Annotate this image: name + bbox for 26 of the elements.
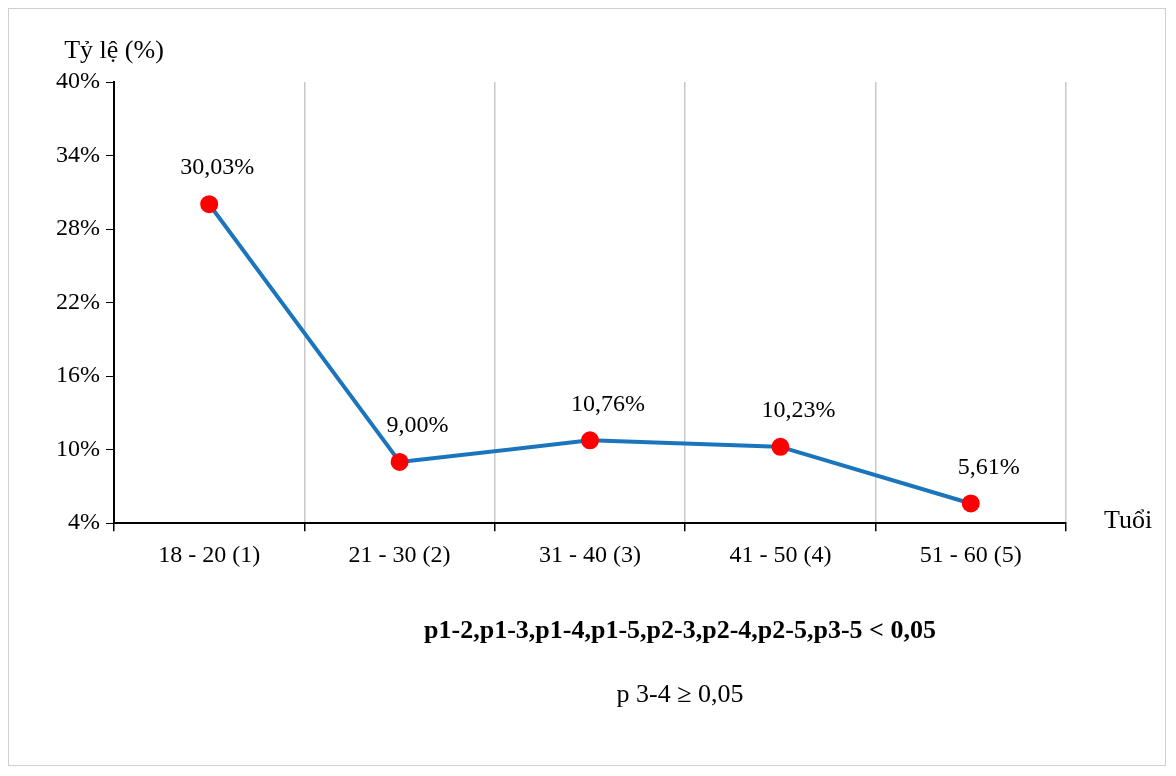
text: p1-2,p1-3,p1-4,p1-5,p2-3,p2-4,p2-5,p3-5 < 0,05 <box>424 614 936 644</box>
x-tick-label: 31 - 40 (3) <box>539 540 641 567</box>
y-tick-label: 16% <box>55 361 100 388</box>
data-label: 9,00% <box>386 411 449 438</box>
y-tick-label: 4% <box>67 508 100 535</box>
y-tick-label: 10% <box>55 434 100 461</box>
data-label: 10,23% <box>761 396 836 423</box>
data-label: 30,03% <box>180 153 255 180</box>
x-axis-title: Tuổi <box>1104 505 1153 535</box>
data-label: 10,76% <box>571 389 645 416</box>
y-tick-label: 28% <box>55 214 100 241</box>
y-tick-label: 22% <box>55 287 100 314</box>
y-axis-title: Tỷ lệ (%) <box>64 34 164 64</box>
point <box>961 494 980 513</box>
x-tick-label: 21 - 30 (2) <box>348 540 451 567</box>
text: p 3-4 ≥ 0,05 <box>616 679 744 709</box>
y-tick-label: 34% <box>55 140 100 167</box>
x-tick-label: 41 - 50 (4) <box>729 540 832 567</box>
point <box>390 452 409 471</box>
point <box>581 431 599 450</box>
x-tick-label: 51 - 60 (5) <box>919 540 1022 567</box>
point <box>771 437 790 456</box>
x-tick-label: 18 - 20 (1) <box>158 540 261 567</box>
point <box>200 195 219 214</box>
data-label: 5,61% <box>957 452 1020 479</box>
y-tick-label: 40% <box>55 67 100 94</box>
